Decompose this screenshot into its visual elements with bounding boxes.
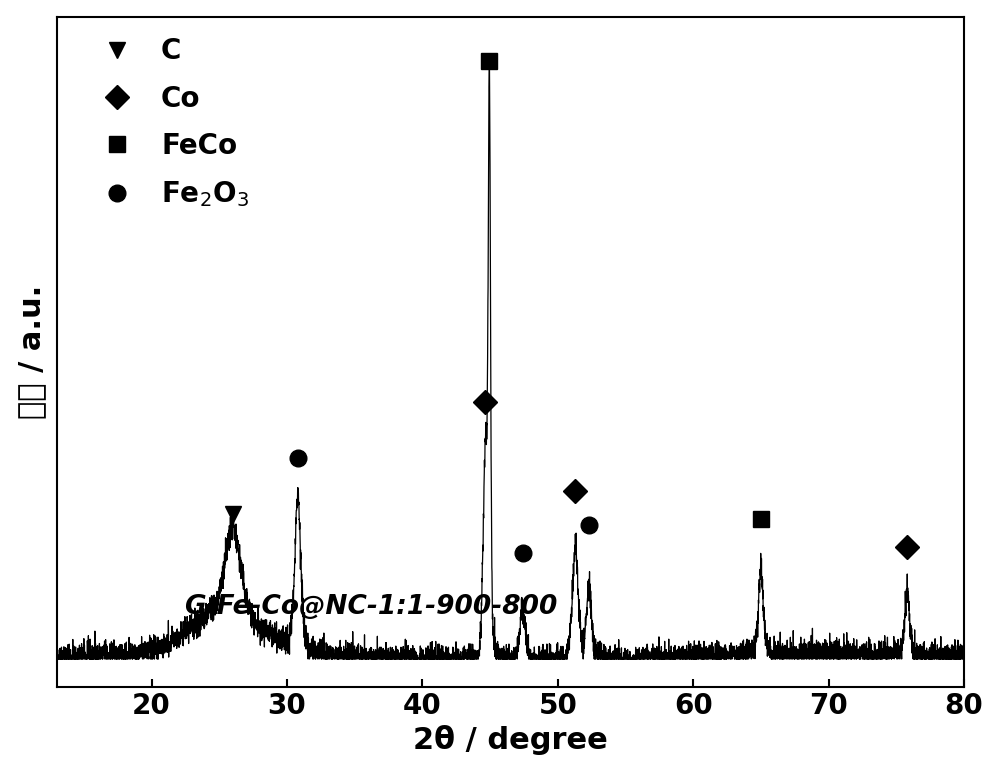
Y-axis label: 强度 / a.u.: 强度 / a.u. <box>17 285 46 419</box>
X-axis label: 2θ / degree: 2θ / degree <box>413 726 608 755</box>
Legend: C, Co, FeCo, Fe$_2$O$_3$: C, Co, FeCo, Fe$_2$O$_3$ <box>75 23 263 223</box>
Text: G-Fe-Co@NC-1:1-900-800: G-Fe-Co@NC-1:1-900-800 <box>184 594 557 620</box>
